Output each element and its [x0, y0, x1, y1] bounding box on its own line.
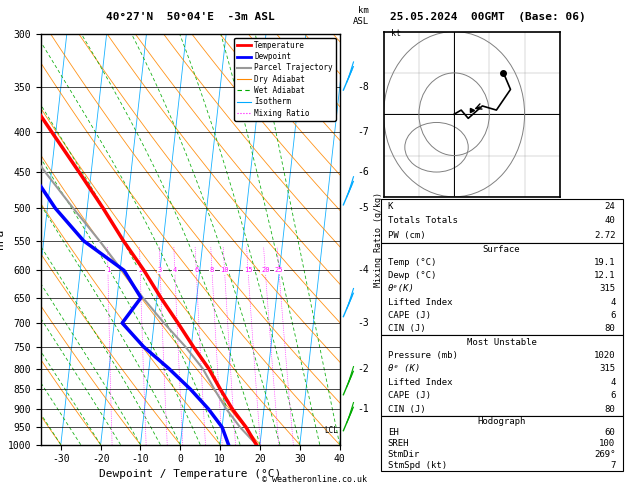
Text: 100: 100: [599, 439, 615, 448]
Text: 4: 4: [610, 378, 615, 387]
Text: StmDir: StmDir: [388, 450, 420, 459]
Text: -2: -2: [357, 364, 369, 374]
Text: 40: 40: [604, 216, 615, 226]
Text: 1020: 1020: [594, 351, 615, 360]
Text: PW (cm): PW (cm): [388, 231, 425, 240]
Text: CAPE (J): CAPE (J): [388, 391, 431, 400]
Text: Pressure (mb): Pressure (mb): [388, 351, 458, 360]
Text: Mixing Ratio (g/kg): Mixing Ratio (g/kg): [374, 192, 383, 287]
Text: 15: 15: [244, 267, 252, 274]
Bar: [381, 199, 623, 243]
Text: 2: 2: [138, 267, 142, 274]
Bar: [381, 416, 623, 471]
Text: 269°: 269°: [594, 450, 615, 459]
X-axis label: Dewpoint / Temperature (°C): Dewpoint / Temperature (°C): [99, 469, 281, 479]
Text: -7: -7: [357, 127, 369, 137]
Text: θᵉ(K): θᵉ(K): [388, 284, 415, 294]
Text: -8: -8: [357, 82, 369, 91]
Text: 315: 315: [599, 364, 615, 373]
Text: SREH: SREH: [388, 439, 409, 448]
Text: -5: -5: [357, 203, 369, 213]
Text: -6: -6: [357, 167, 369, 177]
Text: StmSpd (kt): StmSpd (kt): [388, 461, 447, 470]
Text: 40°27'N  50°04'E  -3m ASL: 40°27'N 50°04'E -3m ASL: [106, 12, 275, 22]
Y-axis label: hPa: hPa: [0, 229, 5, 249]
Text: 19.1: 19.1: [594, 258, 615, 267]
Text: CIN (J): CIN (J): [388, 324, 425, 333]
Text: 6: 6: [610, 391, 615, 400]
Text: EH: EH: [388, 428, 399, 437]
Text: 2.72: 2.72: [594, 231, 615, 240]
Text: Surface: Surface: [483, 244, 520, 254]
Text: Totals Totals: Totals Totals: [388, 216, 458, 226]
Text: 24: 24: [604, 202, 615, 211]
Text: © weatheronline.co.uk: © weatheronline.co.uk: [262, 474, 367, 484]
Text: K: K: [388, 202, 393, 211]
Bar: [381, 335, 623, 416]
Text: CAPE (J): CAPE (J): [388, 311, 431, 320]
Text: Hodograph: Hodograph: [477, 417, 526, 426]
Text: 60: 60: [604, 428, 615, 437]
Text: Dewp (°C): Dewp (°C): [388, 271, 436, 280]
Text: θᵉ (K): θᵉ (K): [388, 364, 420, 373]
Text: 6: 6: [610, 311, 615, 320]
Text: 80: 80: [604, 404, 615, 414]
Text: kt: kt: [391, 29, 401, 38]
Text: Lifted Index: Lifted Index: [388, 298, 452, 307]
Text: 10: 10: [220, 267, 229, 274]
Text: -4: -4: [357, 265, 369, 276]
Text: Most Unstable: Most Unstable: [467, 338, 537, 347]
Text: 25: 25: [275, 267, 283, 274]
Text: CIN (J): CIN (J): [388, 404, 425, 414]
Legend: Temperature, Dewpoint, Parcel Trajectory, Dry Adiabat, Wet Adiabat, Isotherm, Mi: Temperature, Dewpoint, Parcel Trajectory…: [234, 38, 336, 121]
Text: Lifted Index: Lifted Index: [388, 378, 452, 387]
Text: 7: 7: [610, 461, 615, 470]
Text: Temp (°C): Temp (°C): [388, 258, 436, 267]
Text: 12.1: 12.1: [594, 271, 615, 280]
Text: 25.05.2024  00GMT  (Base: 06): 25.05.2024 00GMT (Base: 06): [390, 12, 586, 22]
Text: -3: -3: [357, 318, 369, 328]
Text: 80: 80: [604, 324, 615, 333]
Text: 4: 4: [173, 267, 177, 274]
Text: 3: 3: [158, 267, 162, 274]
Text: LCL: LCL: [325, 426, 338, 435]
Text: 8: 8: [210, 267, 214, 274]
Text: 1: 1: [106, 267, 110, 274]
Bar: [381, 243, 623, 335]
Text: km
ASL: km ASL: [353, 6, 369, 26]
Text: 315: 315: [599, 284, 615, 294]
Text: 4: 4: [610, 298, 615, 307]
Text: 6: 6: [194, 267, 198, 274]
Text: 20: 20: [261, 267, 269, 274]
Text: -1: -1: [357, 404, 369, 414]
